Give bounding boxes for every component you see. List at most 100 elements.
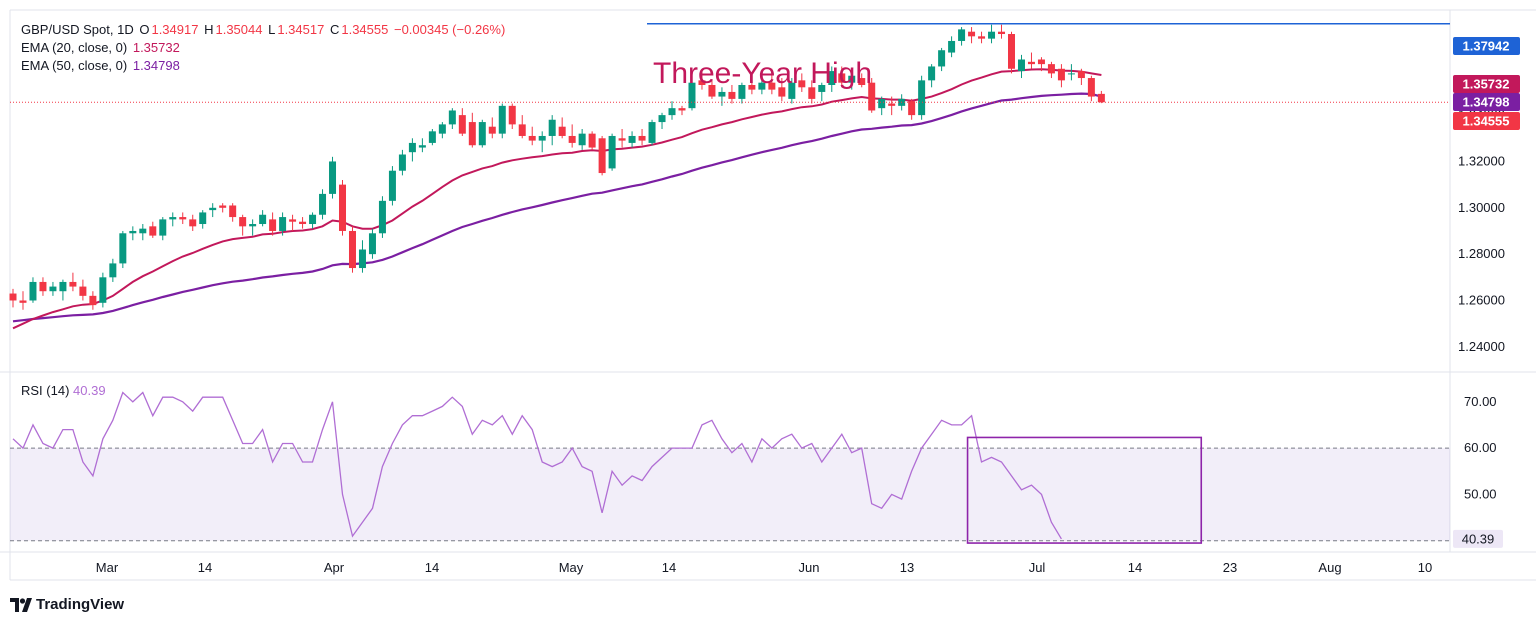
candle[interactable] <box>848 73 856 90</box>
candle[interactable] <box>239 214 247 236</box>
candle[interactable] <box>1087 75 1095 102</box>
candle[interactable] <box>678 105 686 116</box>
candle[interactable] <box>199 210 207 229</box>
candle[interactable] <box>368 228 376 259</box>
candle[interactable] <box>1047 61 1055 79</box>
candle[interactable] <box>928 64 936 88</box>
candle[interactable] <box>169 212 177 227</box>
candle[interactable] <box>428 129 436 146</box>
candle[interactable] <box>348 226 356 273</box>
ema20-legend[interactable]: EMA (20, close, 0) 1.35732 <box>21 40 182 55</box>
candle[interactable] <box>458 108 466 136</box>
candle[interactable] <box>518 115 526 139</box>
candle[interactable] <box>339 179 347 236</box>
candle[interactable] <box>319 189 327 220</box>
candle[interactable] <box>229 203 237 222</box>
candle[interactable] <box>498 103 506 139</box>
candle[interactable] <box>49 281 57 296</box>
candle[interactable] <box>838 66 846 88</box>
candle[interactable] <box>738 82 746 104</box>
candle[interactable] <box>728 84 736 104</box>
candle[interactable] <box>668 101 676 120</box>
candle[interactable] <box>279 212 287 236</box>
candle[interactable] <box>798 73 806 92</box>
candle[interactable] <box>1027 52 1035 69</box>
candle[interactable] <box>858 73 866 88</box>
candle[interactable] <box>1057 64 1065 88</box>
candle[interactable] <box>309 212 317 229</box>
candle[interactable] <box>438 122 446 139</box>
candle[interactable] <box>1008 31 1015 74</box>
candle[interactable] <box>808 80 816 104</box>
candle[interactable] <box>748 80 756 95</box>
rsi-highlight-box[interactable] <box>966 436 1203 544</box>
candle[interactable] <box>998 24 1006 39</box>
candle[interactable] <box>528 126 536 146</box>
candle[interactable] <box>878 96 886 116</box>
candle[interactable] <box>868 78 876 113</box>
ema50-line[interactable] <box>12 92 1102 323</box>
candle[interactable] <box>578 129 586 150</box>
candle[interactable] <box>598 135 606 176</box>
candle[interactable] <box>398 149 406 176</box>
candle[interactable] <box>908 98 916 120</box>
candle[interactable] <box>129 226 137 241</box>
candle[interactable] <box>209 203 217 218</box>
candle[interactable] <box>568 124 576 148</box>
candle[interactable] <box>159 217 167 241</box>
candle[interactable] <box>758 78 766 95</box>
candle[interactable] <box>358 240 366 273</box>
candle[interactable] <box>219 203 227 213</box>
candle[interactable] <box>99 272 107 308</box>
candle[interactable] <box>968 27 976 44</box>
candle[interactable] <box>29 277 37 303</box>
candle[interactable] <box>59 279 67 301</box>
candle[interactable] <box>548 115 556 146</box>
candle[interactable] <box>39 277 47 296</box>
candle[interactable] <box>269 212 277 236</box>
candle[interactable] <box>329 156 337 199</box>
candle[interactable] <box>89 291 97 310</box>
candle[interactable] <box>139 224 147 241</box>
candle[interactable] <box>468 112 476 148</box>
rsi-line[interactable] <box>12 391 1062 540</box>
candle[interactable] <box>388 166 396 206</box>
candle[interactable] <box>1067 64 1075 81</box>
candle[interactable] <box>918 75 926 120</box>
candle[interactable] <box>149 221 157 238</box>
candle[interactable] <box>638 129 646 146</box>
candle[interactable] <box>958 27 966 46</box>
candle[interactable] <box>558 117 566 139</box>
rsi-legend[interactable]: RSI (14) 40.39 <box>21 383 106 398</box>
candle[interactable] <box>408 138 416 162</box>
candle[interactable] <box>289 214 297 231</box>
candle[interactable] <box>768 68 776 95</box>
candle[interactable] <box>1017 54 1025 79</box>
candle[interactable] <box>788 78 796 104</box>
candle[interactable] <box>978 31 986 44</box>
tradingview-logo[interactable]: TradingView <box>10 596 124 613</box>
candle[interactable] <box>69 272 77 292</box>
candle[interactable] <box>249 219 257 236</box>
candle[interactable] <box>608 133 616 171</box>
ema20-line[interactable] <box>12 68 1102 330</box>
candle[interactable] <box>628 131 636 148</box>
candle[interactable] <box>1077 68 1085 85</box>
candle[interactable] <box>488 117 496 139</box>
ema50-legend[interactable]: EMA (50, close, 0) 1.34798 <box>21 58 182 73</box>
candle[interactable] <box>79 279 87 301</box>
candle[interactable] <box>988 24 996 44</box>
candle[interactable] <box>618 129 626 148</box>
candle[interactable] <box>508 103 516 130</box>
candle[interactable] <box>109 258 117 282</box>
candle[interactable] <box>818 82 826 102</box>
candle[interactable] <box>478 119 486 148</box>
candle[interactable] <box>708 80 716 99</box>
candle[interactable] <box>189 214 197 231</box>
candle[interactable] <box>948 36 956 58</box>
candle[interactable] <box>698 71 706 90</box>
candle[interactable] <box>9 288 17 308</box>
candle[interactable] <box>688 78 696 111</box>
candle[interactable] <box>778 78 786 102</box>
